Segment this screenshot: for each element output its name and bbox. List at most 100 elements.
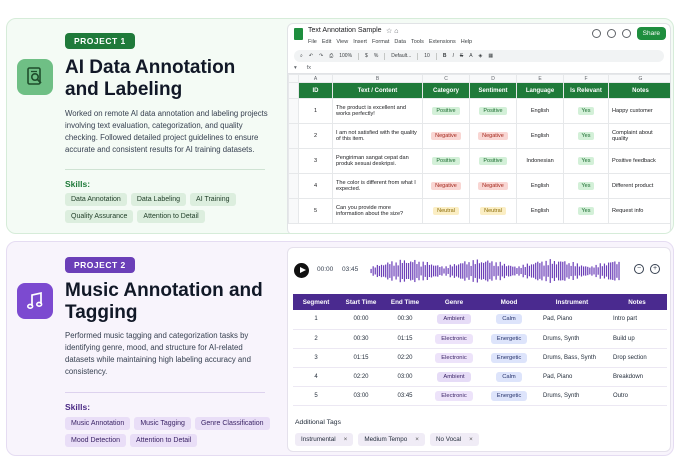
column-letter[interactable]: G <box>608 74 670 83</box>
table-row[interactable]: 3 01:15 02:20 Electronic Energetic Drums… <box>293 348 667 368</box>
cell-relevant[interactable]: Yes <box>563 198 609 224</box>
cell-language[interactable]: English <box>516 98 564 124</box>
menu-item-edit[interactable]: Edit <box>321 39 332 45</box>
cell-sentiment[interactable]: Negative <box>469 123 517 149</box>
cell-sentiment[interactable]: Positive <box>469 98 517 124</box>
history-icon[interactable] <box>591 29 601 38</box>
zoom-select[interactable]: 100% <box>339 53 353 59</box>
close-icon[interactable]: × <box>415 436 419 443</box>
menu-item-file[interactable]: File <box>308 39 317 45</box>
cell-text[interactable]: Pengiriman sangat cepat dan produk sesua… <box>332 148 423 174</box>
name-box-dropdown-icon[interactable]: ▾ <box>294 64 297 71</box>
column-header[interactable]: Language <box>516 82 564 99</box>
menu-item-help[interactable]: Help <box>460 39 473 45</box>
column-header[interactable]: Notes <box>608 82 670 99</box>
table-row[interactable]: 1 00:00 00:30 Ambient Calm Pad, Piano In… <box>293 310 667 330</box>
cell-id[interactable]: 2 <box>298 123 333 149</box>
close-icon[interactable]: × <box>469 436 473 443</box>
cell-category[interactable]: Neutral <box>422 198 470 224</box>
column-header[interactable]: Sentiment <box>469 82 517 99</box>
comment-icon[interactable] <box>606 29 616 38</box>
cell-text[interactable]: I am not satisfied with the quality of t… <box>332 123 423 149</box>
redo-icon[interactable]: ↷ <box>319 53 324 59</box>
row-number[interactable] <box>288 98 299 124</box>
cell-notes[interactable]: Positive feedback <box>608 148 670 174</box>
zoom-in-icon[interactable]: + <box>650 264 660 274</box>
menu-item-data[interactable]: Data <box>394 39 406 45</box>
corner-cell[interactable] <box>288 74 299 83</box>
genre-tag[interactable]: Electronic <box>435 333 473 344</box>
genre-tag[interactable]: Ambient <box>437 371 471 382</box>
strikethrough-icon[interactable]: S <box>459 53 464 59</box>
cell-notes[interactable]: Request info <box>608 198 670 224</box>
cell-sentiment[interactable]: Positive <box>469 148 517 174</box>
menu-item-tools[interactable]: Tools <box>411 39 424 45</box>
genre-tag[interactable]: Electronic <box>435 390 473 401</box>
genre-tag[interactable]: Ambient <box>437 314 471 325</box>
menu-item-extensions[interactable]: Extensions <box>428 39 456 45</box>
document-title[interactable]: Text Annotation Sample <box>308 27 382 34</box>
cell-language[interactable]: Indonesian <box>516 148 564 174</box>
borders-icon[interactable]: ▦ <box>488 53 494 59</box>
close-icon[interactable]: × <box>343 436 348 443</box>
formula-bar[interactable]: ▾ fx <box>288 62 670 74</box>
cell-sentiment[interactable]: Neutral <box>469 198 517 224</box>
table-row[interactable]: 4 02:20 03:00 Ambient Calm Pad, Piano Br… <box>293 367 667 387</box>
italic-icon[interactable]: I <box>452 53 454 59</box>
row-number[interactable] <box>288 173 299 199</box>
cell-category[interactable]: Negative <box>422 173 470 199</box>
fill-color-icon[interactable]: ◈ <box>478 53 483 59</box>
menu-item-view[interactable]: View <box>336 39 349 45</box>
mood-tag[interactable]: Calm <box>496 371 522 382</box>
waveform[interactable] <box>370 258 620 284</box>
font-size-input[interactable]: 10 <box>424 53 430 59</box>
cell-category[interactable]: Positive <box>422 148 470 174</box>
cell-text[interactable]: The product is excellent and works perfe… <box>332 98 423 124</box>
column-letter[interactable]: C <box>422 74 470 83</box>
meet-icon[interactable] <box>621 29 631 38</box>
cell-sentiment[interactable]: Negative <box>469 173 517 199</box>
cell-text[interactable]: The color is different from what I expec… <box>332 173 423 199</box>
column-header[interactable]: Text / Content <box>332 82 423 99</box>
cell-language[interactable]: English <box>516 198 564 224</box>
bold-icon[interactable]: B <box>442 53 447 59</box>
cell-id[interactable]: 5 <box>298 198 333 224</box>
column-header[interactable]: ID <box>298 82 333 99</box>
column-header[interactable]: Category <box>422 82 470 99</box>
cell-category[interactable]: Negative <box>422 123 470 149</box>
cell-id[interactable]: 3 <box>298 148 333 174</box>
cell-notes[interactable]: Complaint about quality <box>608 123 670 149</box>
cell-category[interactable]: Positive <box>422 98 470 124</box>
cell-relevant[interactable]: Yes <box>563 98 609 124</box>
cell-language[interactable]: English <box>516 123 564 149</box>
menu-item-format[interactable]: Format <box>371 39 390 45</box>
text-color-icon[interactable]: A <box>469 53 473 59</box>
table-row[interactable]: 2 00:30 01:15 Electronic Energetic Drums… <box>293 329 667 349</box>
zoom-out-icon[interactable]: − <box>634 264 644 274</box>
row-number[interactable] <box>288 198 299 224</box>
cell-id[interactable]: 4 <box>298 173 333 199</box>
star-icon[interactable]: ☆ ⌂ <box>386 28 399 35</box>
column-letter[interactable]: D <box>469 74 517 83</box>
row-number[interactable] <box>288 123 299 149</box>
column-header[interactable]: Is Relevant <box>563 82 609 99</box>
cell-notes[interactable]: Happy customer <box>608 98 670 124</box>
mood-tag[interactable]: Energetic <box>490 390 528 401</box>
row-number[interactable] <box>288 82 299 99</box>
share-button[interactable]: Share <box>636 27 666 40</box>
cell-notes[interactable]: Different product <box>608 173 670 199</box>
search-icon[interactable]: ⌕ <box>300 53 303 59</box>
cell-language[interactable]: English <box>516 173 564 199</box>
cell-relevant[interactable]: Yes <box>563 173 609 199</box>
mood-tag[interactable]: Energetic <box>490 352 528 363</box>
play-icon[interactable] <box>294 263 309 278</box>
row-number[interactable] <box>288 148 299 174</box>
undo-icon[interactable]: ↶ <box>308 53 314 59</box>
column-letter[interactable]: E <box>516 74 564 83</box>
cell-text[interactable]: Can you provide more information about t… <box>332 198 423 224</box>
cell-id[interactable]: 1 <box>298 98 333 124</box>
currency-icon[interactable]: $ <box>365 53 368 59</box>
print-icon[interactable]: ⎙ <box>329 53 334 59</box>
cell-relevant[interactable]: Yes <box>563 148 609 174</box>
column-letter[interactable]: F <box>563 74 609 83</box>
